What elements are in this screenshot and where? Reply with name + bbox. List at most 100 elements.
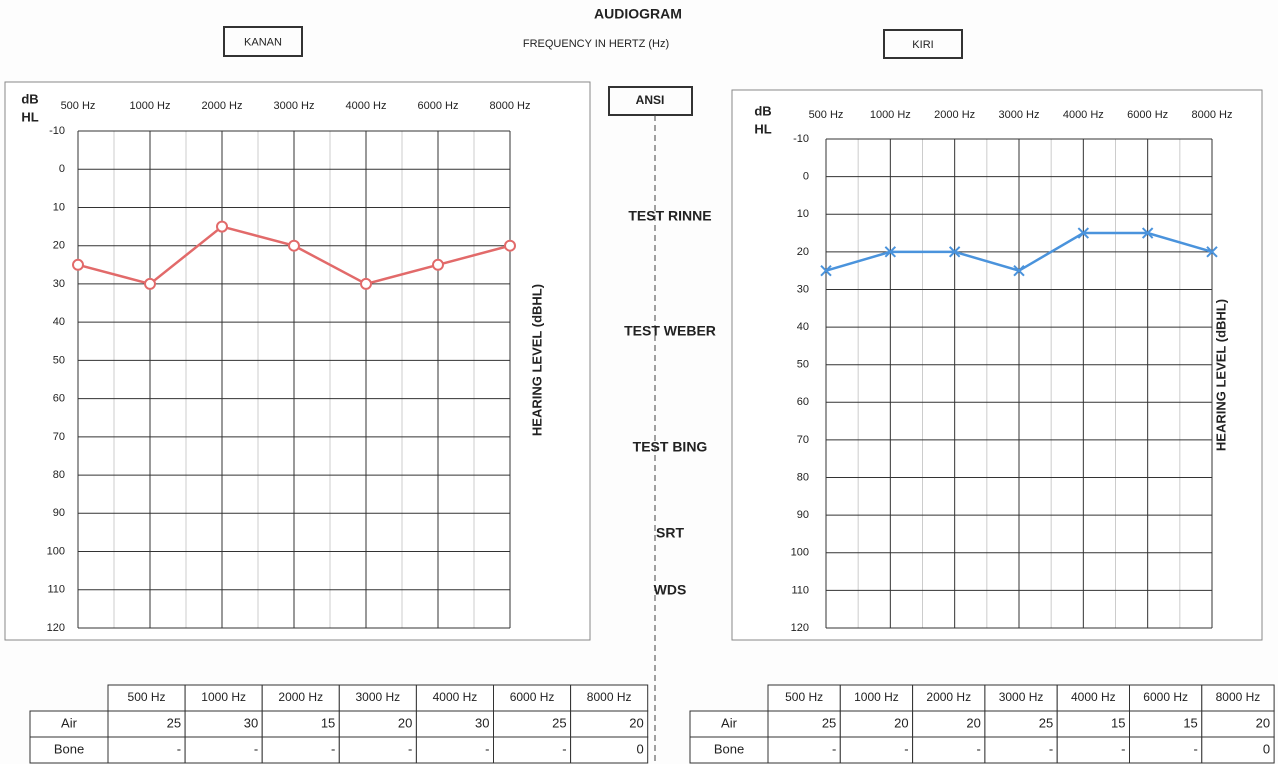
y-tick-label: 30: [797, 283, 809, 295]
y-tick-label: 60: [53, 393, 65, 405]
x-tick-label: 8000 Hz: [1192, 109, 1233, 121]
table-value: 0: [636, 741, 643, 756]
y-tick-label: 60: [797, 396, 809, 408]
table-header: 6000 Hz: [510, 690, 555, 704]
x-tick-label: 6000 Hz: [1127, 109, 1168, 121]
table-header: 500 Hz: [785, 690, 823, 704]
table-cell: [261, 736, 340, 764]
table-value: 30: [244, 715, 258, 730]
y-unit: HL: [754, 121, 771, 136]
y-unit: dB: [754, 103, 771, 118]
chart-title: KIRI: [912, 39, 933, 51]
table-cell: [689, 736, 769, 764]
table-cell: [415, 736, 494, 764]
y-tick-label: 30: [53, 278, 65, 290]
data-point: [288, 239, 300, 252]
data-point: [72, 258, 84, 271]
test-label: TEST WEBER: [624, 323, 716, 339]
y-unit: dB: [21, 91, 38, 106]
data-point: [432, 258, 444, 271]
x-tick-label: 4000 Hz: [346, 100, 387, 112]
y-tick-label: 70: [53, 431, 65, 443]
x-tick-label: 2000 Hz: [202, 100, 243, 112]
table-header: 1000 Hz: [854, 690, 899, 704]
table-cell: [570, 684, 649, 712]
y-tick-label: 50: [53, 354, 65, 366]
table-cell: [338, 736, 417, 764]
y-tick-label: 90: [53, 507, 65, 519]
table-cell: [184, 710, 263, 738]
y-axis-label: HEARING LEVEL (dBHL): [529, 284, 544, 436]
y-tick-label: 100: [47, 545, 65, 557]
table-header: 6000 Hz: [1143, 690, 1188, 704]
test-label: WDS: [654, 582, 687, 598]
x-tick-label: 4000 Hz: [1063, 109, 1104, 121]
data-point: [1013, 264, 1025, 277]
table-value: 20: [629, 715, 643, 730]
x-tick-label: 500 Hz: [809, 109, 844, 121]
table-value: 30: [475, 715, 489, 730]
y-tick-label: 40: [797, 321, 809, 333]
table-value: -: [1049, 741, 1053, 756]
table-value: 20: [966, 715, 980, 730]
form-subtitle: FREQUENCY IN HERTZ (Hz): [523, 38, 669, 50]
table-value: -: [177, 741, 181, 756]
row-label: Air: [61, 715, 78, 730]
table-cell: [493, 736, 572, 764]
table-cell: [767, 736, 841, 764]
data-point: [1077, 227, 1090, 239]
data-point: [948, 246, 961, 258]
y-tick-label: 90: [797, 509, 809, 521]
chart-title: KANAN: [244, 36, 282, 48]
table-value: 20: [398, 715, 412, 730]
table-cell: [261, 710, 340, 738]
table-cell: [107, 736, 186, 764]
table-value: -: [562, 741, 566, 756]
table-header: 8000 Hz: [587, 690, 632, 704]
x-tick-label: 3000 Hz: [274, 100, 315, 112]
table-value: 25: [1039, 715, 1053, 730]
row-label: Bone: [714, 741, 744, 756]
x-tick-label: 1000 Hz: [870, 109, 911, 121]
x-tick-label: 500 Hz: [61, 100, 96, 112]
x-tick-label: 8000 Hz: [490, 100, 531, 112]
table-cell: [493, 684, 572, 712]
table-cell: [839, 736, 914, 764]
form-title: AUDIOGRAM: [594, 6, 682, 22]
title-box: [223, 26, 303, 57]
table-value: 15: [1111, 715, 1125, 730]
x-tick-label: 6000 Hz: [418, 100, 459, 112]
x-tick-label: 2000 Hz: [934, 109, 975, 121]
table-cell: [912, 736, 986, 764]
table-header: 8000 Hz: [1216, 690, 1261, 704]
chart-panel: [4, 81, 591, 641]
table-header: 500 Hz: [128, 690, 166, 704]
table-header: 3000 Hz: [355, 690, 400, 704]
table-cell: [570, 736, 649, 764]
table-value: -: [331, 741, 335, 756]
y-tick-label: 80: [53, 469, 65, 481]
row-label: Air: [721, 715, 738, 730]
table-header: 4000 Hz: [1071, 690, 1116, 704]
table-header: 1000 Hz: [201, 690, 246, 704]
table-cell: [107, 684, 186, 712]
table-cell: [839, 684, 914, 712]
y-tick-label: 120: [791, 622, 809, 634]
table-cell: [29, 736, 109, 764]
data-point: [1206, 246, 1218, 258]
test-label: SRT: [656, 525, 684, 541]
table-value: 15: [321, 715, 335, 730]
data-point: [1141, 227, 1154, 239]
y-tick-label: 0: [59, 163, 65, 175]
table-value: -: [1121, 741, 1125, 756]
y-tick-label: 120: [47, 622, 65, 634]
table-header: 2000 Hz: [926, 690, 971, 704]
y-tick-label: 100: [791, 547, 809, 559]
table-cell: [1129, 736, 1203, 764]
table-value: 20: [1256, 715, 1270, 730]
row-label: Bone: [54, 741, 84, 756]
table-value: 25: [822, 715, 836, 730]
standard: ANSI: [636, 93, 665, 107]
table-value: -: [904, 741, 908, 756]
